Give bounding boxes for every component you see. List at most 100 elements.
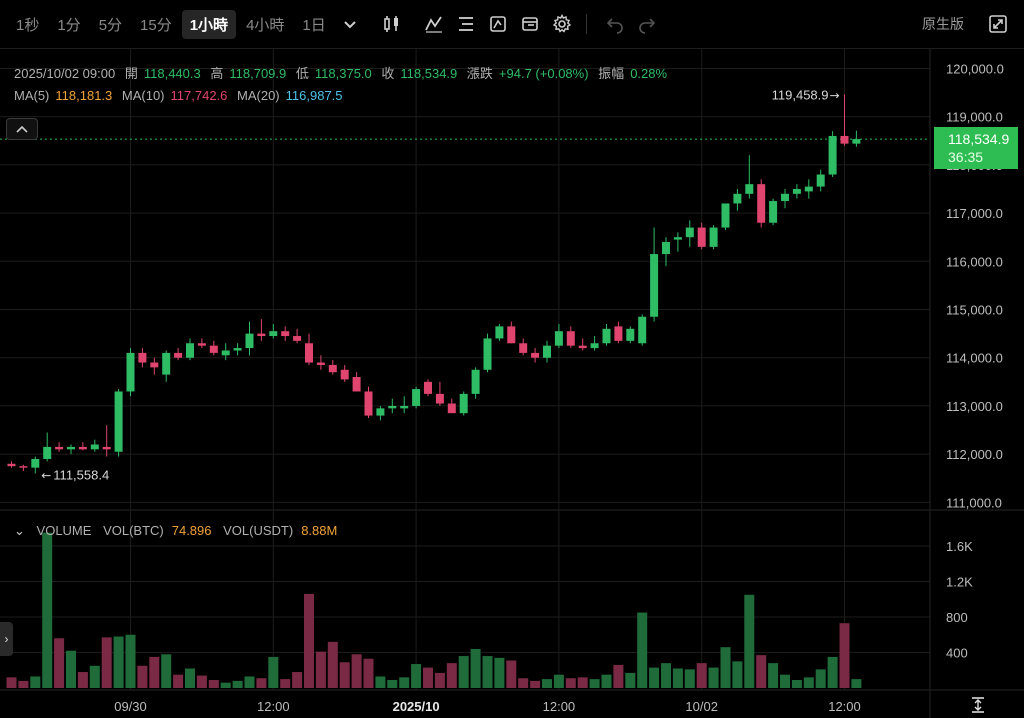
candle-countdown: 36:35 xyxy=(948,149,984,165)
volume-bar xyxy=(220,682,231,688)
price-tick-label: 111,000.0 xyxy=(946,495,1002,510)
vol-btc-value: 74.896 xyxy=(171,523,212,538)
candle-body xyxy=(388,405,397,409)
time-tick-label: 12:00 xyxy=(543,699,576,714)
vol-btc-label: VOL(BTC) xyxy=(103,523,164,538)
collapse-legend-button[interactable] xyxy=(6,118,38,140)
candle-body xyxy=(709,227,718,247)
candle-body xyxy=(459,393,468,414)
chevron-down-icon[interactable] xyxy=(336,10,364,38)
timeframe-0[interactable]: 1秒 xyxy=(16,16,40,34)
volume-bar xyxy=(101,637,112,688)
candle-body xyxy=(566,331,575,346)
volume-bar xyxy=(6,677,17,688)
price-tick-label: 114,000.0 xyxy=(946,351,1003,366)
candle-body xyxy=(543,345,551,358)
template-icon[interactable] xyxy=(516,10,544,38)
candle-body xyxy=(424,381,432,394)
candle-body xyxy=(626,328,635,341)
timeframe-4[interactable]: 1小時 xyxy=(181,9,237,39)
volume-bar xyxy=(54,638,65,688)
volume-bar xyxy=(411,664,422,688)
candle-body xyxy=(554,331,563,346)
candle-body xyxy=(209,345,218,353)
candle-body xyxy=(31,458,40,468)
timeframe-3[interactable]: 15分 xyxy=(140,16,172,34)
candle-body xyxy=(19,466,28,468)
volume-bar xyxy=(434,672,445,688)
chevron-down-icon[interactable]: ⌄ xyxy=(14,523,25,538)
candle-body xyxy=(316,362,325,365)
candle-body xyxy=(804,186,813,192)
volume-bar xyxy=(732,661,743,688)
volume-bar xyxy=(625,672,636,688)
volume-bar xyxy=(339,662,350,688)
native-version-button[interactable]: 原生版 xyxy=(922,16,964,32)
price-tick-label: 120,000.0 xyxy=(946,61,1004,76)
candlestick-type-icon[interactable] xyxy=(378,10,406,38)
volume-tick-label: 800 xyxy=(946,610,968,625)
redo-icon[interactable] xyxy=(633,10,661,38)
volume-bar xyxy=(494,657,505,688)
volume-bar xyxy=(399,677,410,688)
volume-bar xyxy=(518,678,529,688)
auto-scale-icon[interactable] xyxy=(970,697,986,718)
fullscreen-icon[interactable] xyxy=(984,10,1012,38)
candle-body xyxy=(531,352,540,358)
time-tick-label: 12:00 xyxy=(828,699,861,714)
volume-bar xyxy=(649,667,660,688)
low-value: 118,375.0 xyxy=(314,66,372,81)
candle-body xyxy=(685,227,694,238)
open-value: 118,440.3 xyxy=(143,66,201,81)
close-value: 118,534.9 xyxy=(400,66,458,81)
volume-bar xyxy=(589,679,600,688)
vol-usdt-label: VOL(USDT) xyxy=(223,523,294,538)
drawing-tool-icon[interactable] xyxy=(484,10,512,38)
volume-bar xyxy=(530,680,541,688)
chevron-up-icon xyxy=(16,125,28,133)
ma20-label: MA(20) xyxy=(237,88,280,103)
volume-bar xyxy=(791,680,802,688)
toolbar: 1秒 1分 5分 15分 1小時 4小時 1日 原生版 xyxy=(0,0,1024,49)
indicator-icon[interactable] xyxy=(420,10,448,38)
volume-bar xyxy=(244,676,255,688)
price-chart[interactable]: 120,000.0119,000.0118,000.0117,000.0116,… xyxy=(0,49,1024,718)
volume-bar xyxy=(89,665,100,688)
candle-body xyxy=(114,391,123,452)
volume-bar xyxy=(304,593,314,688)
candle-body xyxy=(757,184,766,223)
volume-bar xyxy=(149,656,160,688)
time-tick-label: 09/30 xyxy=(114,699,147,714)
timeframe-2[interactable]: 5分 xyxy=(98,16,123,34)
candle-body xyxy=(376,408,385,416)
timeframe-5[interactable]: 4小時 xyxy=(246,16,285,34)
undo-icon[interactable] xyxy=(601,10,629,38)
candle-body xyxy=(662,242,670,255)
side-panel-toggle[interactable]: › xyxy=(0,622,13,656)
timeframe-6[interactable]: 1日 xyxy=(302,16,326,34)
candle-body xyxy=(828,135,837,175)
volume-tick-label: 400 xyxy=(946,645,968,660)
candle-body xyxy=(43,446,52,459)
volume-tick-label: 1.2K xyxy=(946,574,973,589)
ma10-label: MA(10) xyxy=(121,88,165,103)
price-tick-label: 113,000.0 xyxy=(946,399,1003,414)
candle-body xyxy=(197,343,206,346)
candle-body xyxy=(792,188,801,194)
candle-body xyxy=(769,201,778,223)
volume-bar xyxy=(565,678,576,688)
volume-bar xyxy=(315,651,326,688)
volume-bar xyxy=(232,680,243,688)
volume-bar xyxy=(446,663,457,688)
timeframe-1[interactable]: 1分 xyxy=(57,16,81,34)
volume-bar xyxy=(577,677,588,688)
toolbar-divider xyxy=(585,14,587,34)
candle-body xyxy=(138,352,147,363)
candle-body xyxy=(257,333,266,337)
gear-icon[interactable] xyxy=(548,10,576,38)
candle-body xyxy=(328,364,337,373)
list-settings-icon[interactable] xyxy=(452,10,480,38)
candle-body xyxy=(840,135,849,144)
volume-bar xyxy=(827,656,838,688)
volume-bar xyxy=(672,668,683,688)
